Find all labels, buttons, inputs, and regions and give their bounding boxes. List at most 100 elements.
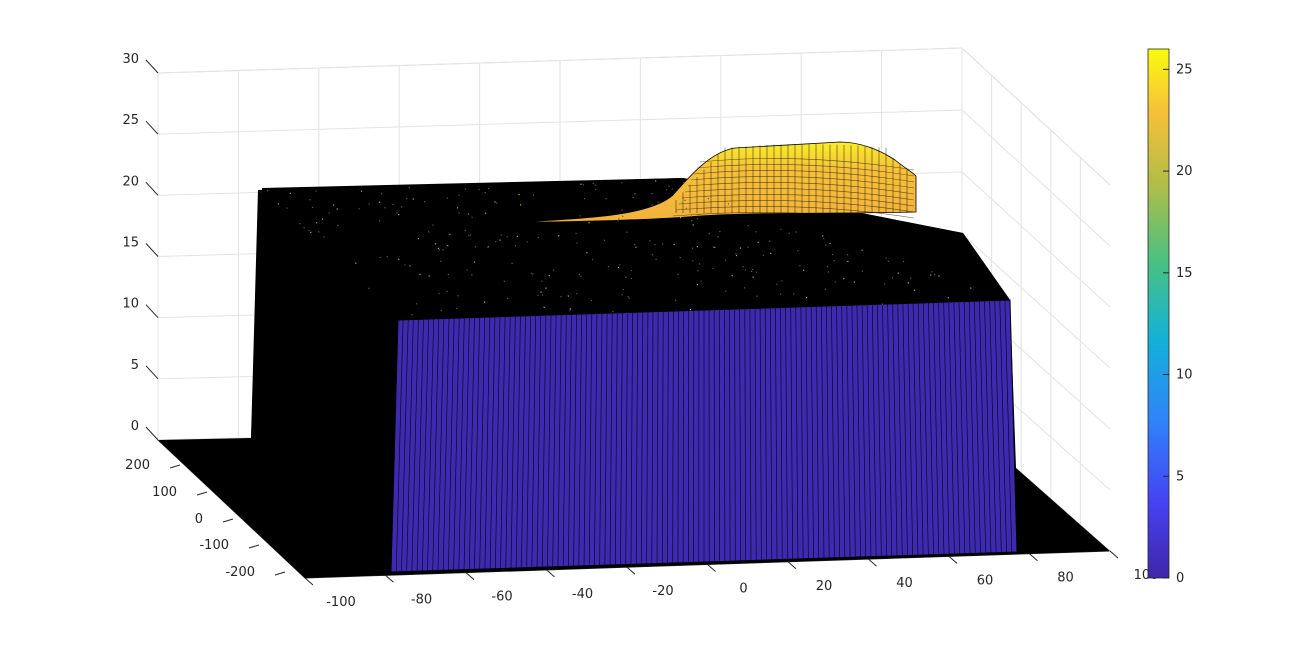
surface-speckle <box>474 246 476 248</box>
surface-speckle <box>846 254 849 256</box>
front-mesh-line <box>568 314 572 567</box>
x-tick-label: 60 <box>977 573 994 588</box>
front-mesh-line <box>973 301 981 554</box>
bump-contour <box>699 158 915 171</box>
grid-line-z-side <box>961 109 1111 247</box>
front-mesh-line <box>599 313 603 566</box>
x-tick-label: -100 <box>326 595 356 610</box>
surface-speckle <box>519 204 522 206</box>
surface-speckle <box>799 265 801 267</box>
surface-speckle <box>583 198 586 200</box>
x-tick-label: 0 <box>739 582 747 597</box>
bump-contour <box>681 194 915 207</box>
surface-speckle <box>315 222 318 224</box>
front-mesh-line <box>882 304 887 557</box>
surface-speckle <box>311 206 314 208</box>
front-mesh-line <box>494 316 501 569</box>
surface-speckle <box>483 301 486 303</box>
surface-speckle <box>776 283 778 285</box>
surface-speckle <box>537 236 539 239</box>
z-tick-mark <box>145 304 159 319</box>
surface-speckle <box>668 185 670 187</box>
surface-speckle <box>495 241 497 243</box>
surface-speckle <box>457 295 459 297</box>
front-mesh-line <box>677 310 679 563</box>
front-mesh-line <box>892 303 898 556</box>
surface-speckle <box>466 269 468 271</box>
surface-speckle <box>708 233 710 235</box>
z-tick-mark <box>145 365 159 380</box>
front-mesh-line <box>851 305 856 558</box>
surface-speckle <box>506 236 508 238</box>
x-tick-label: 80 <box>1057 571 1074 586</box>
surface-speckle <box>617 266 620 269</box>
front-mesh-line <box>552 314 557 567</box>
surface-speckle <box>406 198 408 200</box>
surface-speckle <box>781 280 783 282</box>
front-mesh-line <box>917 302 924 556</box>
front-mesh-line <box>557 314 562 567</box>
surface-speckle <box>671 188 673 190</box>
surface-speckle <box>506 297 509 300</box>
front-mesh-line <box>437 318 445 571</box>
surface-speckle <box>468 235 470 237</box>
surface-speckle <box>805 297 808 299</box>
y-tick-mark <box>274 571 286 576</box>
front-mesh-line <box>500 316 506 569</box>
front-mesh-line <box>661 311 664 564</box>
surface-speckle <box>578 273 580 276</box>
surface-speckle <box>447 273 450 276</box>
surface-speckle <box>545 287 547 289</box>
surface-speckle <box>691 219 693 222</box>
bump-contour <box>687 182 915 195</box>
surface-speckle <box>843 278 845 280</box>
front-mesh-line <box>620 312 623 565</box>
front-mesh-line <box>749 308 752 561</box>
surface-speckle <box>735 253 737 255</box>
surface-speckle <box>412 198 414 200</box>
surface-speckle <box>913 289 916 291</box>
surface-speckle <box>910 277 912 279</box>
surface-speckle <box>902 260 905 263</box>
surface-speckle <box>417 238 420 240</box>
surface-speckle <box>779 293 782 295</box>
grid-line-z-side <box>961 171 1111 308</box>
front-mesh-line <box>999 300 1007 553</box>
surface-speckle <box>705 205 708 207</box>
surface-speckle <box>744 269 747 271</box>
colorbar-tick-label: 10 <box>1176 368 1193 383</box>
front-mesh-line <box>651 311 654 564</box>
surface-speckle <box>752 276 754 278</box>
surface-speckle <box>696 283 699 286</box>
colorbar: 0 5 10 15 20 25 <box>1147 48 1193 586</box>
front-mesh-line <box>416 319 424 572</box>
surface-speckle <box>750 270 753 273</box>
front-mesh-line <box>641 311 644 565</box>
surface-speckle <box>464 229 466 232</box>
front-mesh-line <box>672 310 674 564</box>
surface-speckle <box>440 309 442 311</box>
surface-speckle <box>558 235 560 237</box>
surface-speckle <box>675 299 677 301</box>
surface-speckle <box>698 263 701 265</box>
surface-speckle <box>396 212 398 214</box>
bump-contour <box>684 188 915 201</box>
surface-speckle <box>788 232 790 234</box>
surface-speckle <box>358 208 360 210</box>
surface-speckle <box>532 273 534 275</box>
front-mesh-line <box>948 301 955 555</box>
surface-speckle <box>861 249 863 251</box>
colorbar-gradient <box>1147 48 1170 579</box>
surface-speckle <box>827 271 830 273</box>
grid-line-z-side <box>961 233 1111 369</box>
surface-speckle <box>692 260 694 262</box>
surface-speckle <box>503 280 505 282</box>
surface-speckle <box>315 190 317 192</box>
front-mesh-line <box>625 312 628 565</box>
surface-speckle <box>438 293 440 295</box>
surface-speckle <box>897 272 899 274</box>
surface-speckle <box>467 213 469 215</box>
surface-speckle <box>368 287 370 289</box>
surface-speckle <box>762 254 764 256</box>
surface-speckle <box>469 234 472 236</box>
